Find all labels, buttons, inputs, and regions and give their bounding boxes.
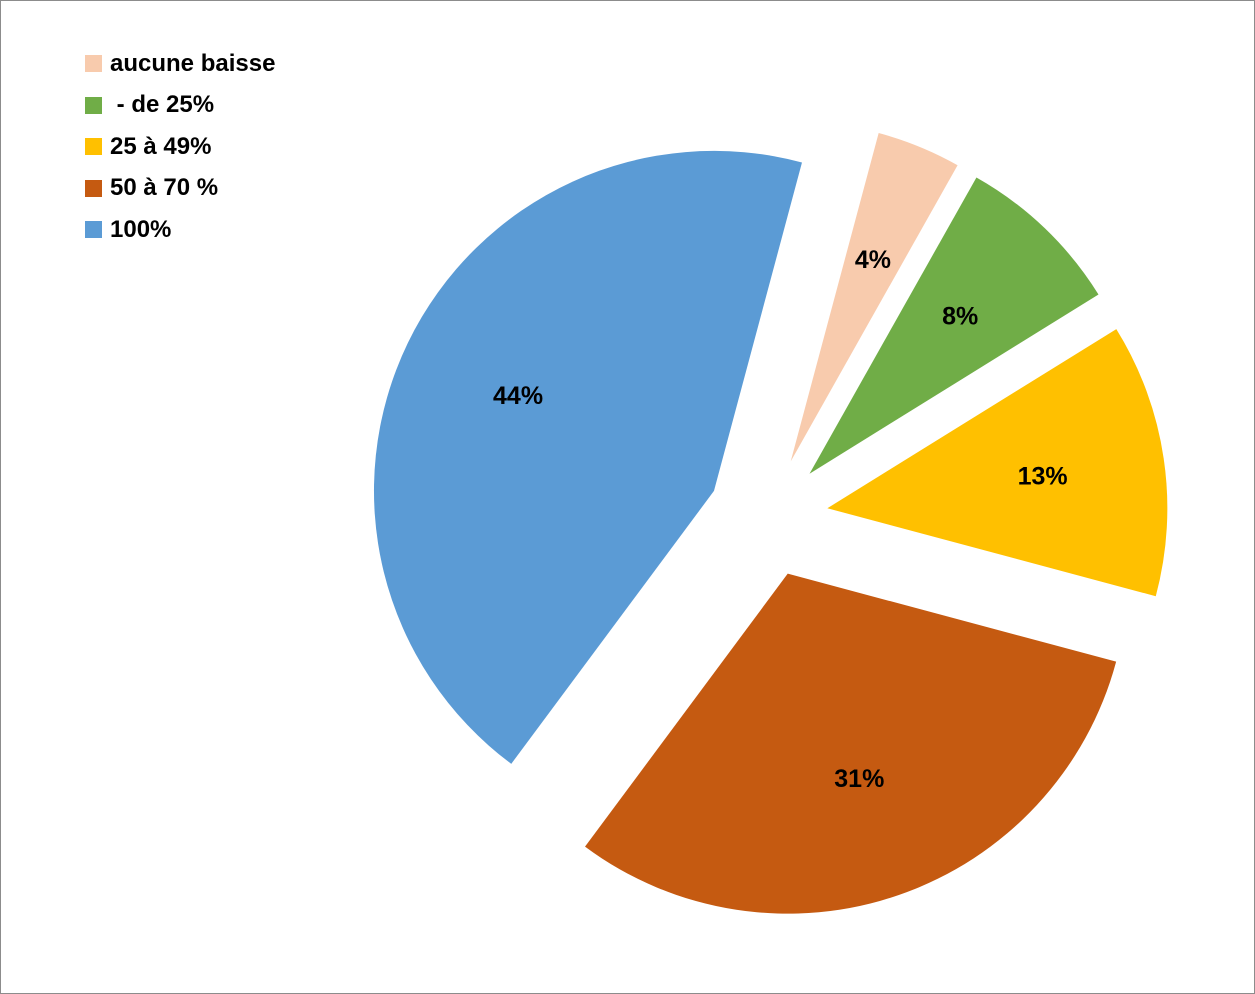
pie-slice — [809, 177, 1099, 474]
slice-data-label: 13% — [1018, 462, 1068, 490]
legend-item-25-a-49: 25 à 49% — [85, 126, 275, 168]
slice-data-label: 8% — [942, 303, 978, 331]
legend-swatch — [85, 221, 102, 239]
pie-slice — [373, 150, 802, 764]
slice-data-label: 4% — [855, 246, 891, 274]
legend-label: 25 à 49% — [110, 132, 212, 160]
legend-swatch — [85, 179, 102, 197]
legend-item-moins-de-25: - de 25% — [85, 85, 275, 127]
legend-item-50-a-70: 50 à 70 % — [85, 168, 275, 210]
pie-slice — [790, 133, 958, 462]
slice-data-label: 44% — [493, 382, 543, 410]
legend-item-100: 100% — [85, 209, 275, 251]
legend-label: aucune baisse — [110, 49, 276, 77]
legend-item-aucune-baisse: aucune baisse — [85, 43, 275, 85]
legend-swatch — [85, 96, 102, 114]
legend: aucune baisse - de 25% 25 à 49% 50 à 70 … — [85, 43, 275, 251]
slice-data-label: 31% — [834, 765, 884, 793]
legend-swatch — [85, 138, 102, 156]
pie-slice — [827, 329, 1168, 597]
legend-label: 50 à 70 % — [110, 174, 219, 202]
legend-label: 100% — [110, 215, 172, 243]
pie-slice — [585, 573, 1117, 914]
legend-label: - de 25% — [110, 91, 215, 119]
legend-swatch — [85, 55, 102, 73]
